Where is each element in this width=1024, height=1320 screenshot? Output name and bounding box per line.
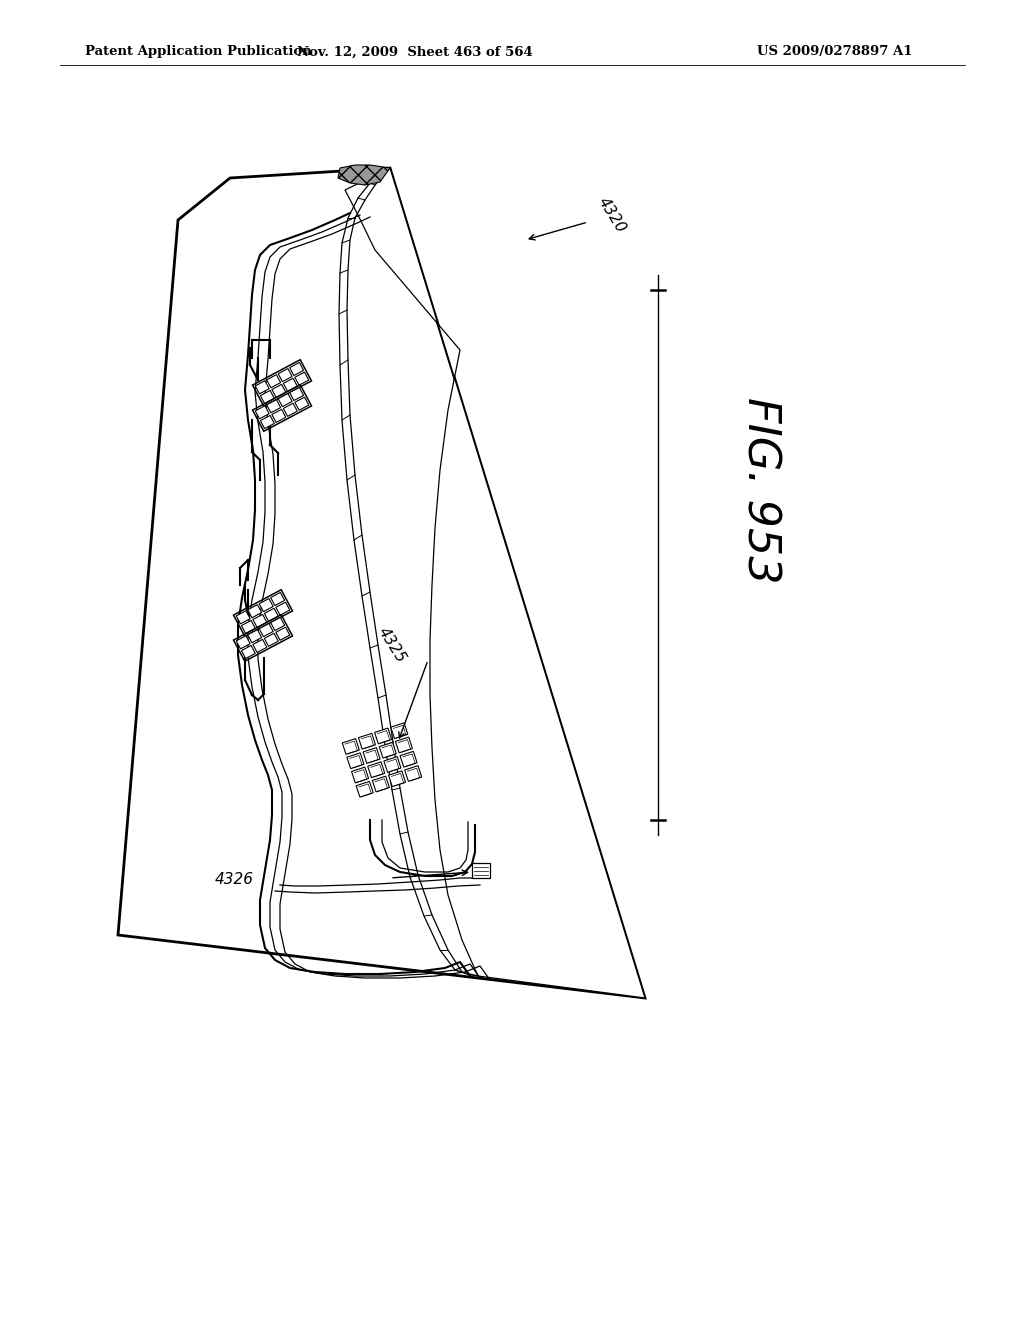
- Polygon shape: [242, 645, 255, 659]
- Polygon shape: [237, 611, 250, 624]
- Polygon shape: [388, 771, 406, 787]
- Polygon shape: [259, 598, 273, 611]
- Polygon shape: [118, 168, 645, 998]
- Polygon shape: [237, 636, 250, 649]
- Text: 4326: 4326: [215, 873, 254, 887]
- Text: FIG. 953: FIG. 953: [738, 397, 781, 583]
- Polygon shape: [284, 379, 297, 391]
- Polygon shape: [284, 403, 297, 416]
- Polygon shape: [290, 363, 303, 376]
- Polygon shape: [351, 767, 369, 783]
- Polygon shape: [400, 751, 417, 767]
- Polygon shape: [347, 752, 364, 768]
- Polygon shape: [279, 393, 292, 407]
- Polygon shape: [272, 384, 286, 397]
- Polygon shape: [264, 634, 279, 647]
- Polygon shape: [242, 620, 255, 634]
- Polygon shape: [266, 375, 281, 388]
- Polygon shape: [379, 742, 396, 758]
- Polygon shape: [338, 165, 390, 185]
- Polygon shape: [270, 593, 285, 606]
- Polygon shape: [373, 776, 389, 792]
- Polygon shape: [272, 409, 286, 422]
- Polygon shape: [404, 766, 422, 781]
- Polygon shape: [358, 734, 376, 748]
- Polygon shape: [345, 168, 645, 998]
- Polygon shape: [259, 623, 273, 636]
- Polygon shape: [391, 723, 408, 739]
- Polygon shape: [290, 388, 303, 400]
- Polygon shape: [342, 739, 359, 754]
- Polygon shape: [248, 630, 262, 643]
- Text: US 2009/0278897 A1: US 2009/0278897 A1: [758, 45, 912, 58]
- Text: Nov. 12, 2009  Sheet 463 of 564: Nov. 12, 2009 Sheet 463 of 564: [297, 45, 532, 58]
- Text: Patent Application Publication: Patent Application Publication: [85, 45, 311, 58]
- Text: 4325: 4325: [375, 624, 409, 665]
- Polygon shape: [395, 737, 413, 752]
- Polygon shape: [253, 639, 267, 652]
- Polygon shape: [264, 609, 279, 622]
- Polygon shape: [260, 391, 274, 404]
- Polygon shape: [375, 729, 391, 744]
- Polygon shape: [295, 397, 309, 411]
- Polygon shape: [295, 372, 309, 385]
- Polygon shape: [260, 416, 274, 429]
- Polygon shape: [253, 614, 267, 627]
- Bar: [472, 863, 490, 878]
- Polygon shape: [255, 380, 269, 393]
- Polygon shape: [364, 747, 380, 763]
- Polygon shape: [356, 781, 373, 797]
- Polygon shape: [266, 400, 281, 413]
- Polygon shape: [275, 627, 290, 640]
- Polygon shape: [368, 762, 385, 777]
- Polygon shape: [384, 756, 401, 772]
- Polygon shape: [255, 405, 269, 418]
- Text: 4320: 4320: [595, 194, 629, 235]
- Polygon shape: [279, 368, 292, 381]
- Polygon shape: [275, 602, 290, 615]
- Polygon shape: [248, 605, 262, 618]
- Polygon shape: [270, 618, 285, 631]
